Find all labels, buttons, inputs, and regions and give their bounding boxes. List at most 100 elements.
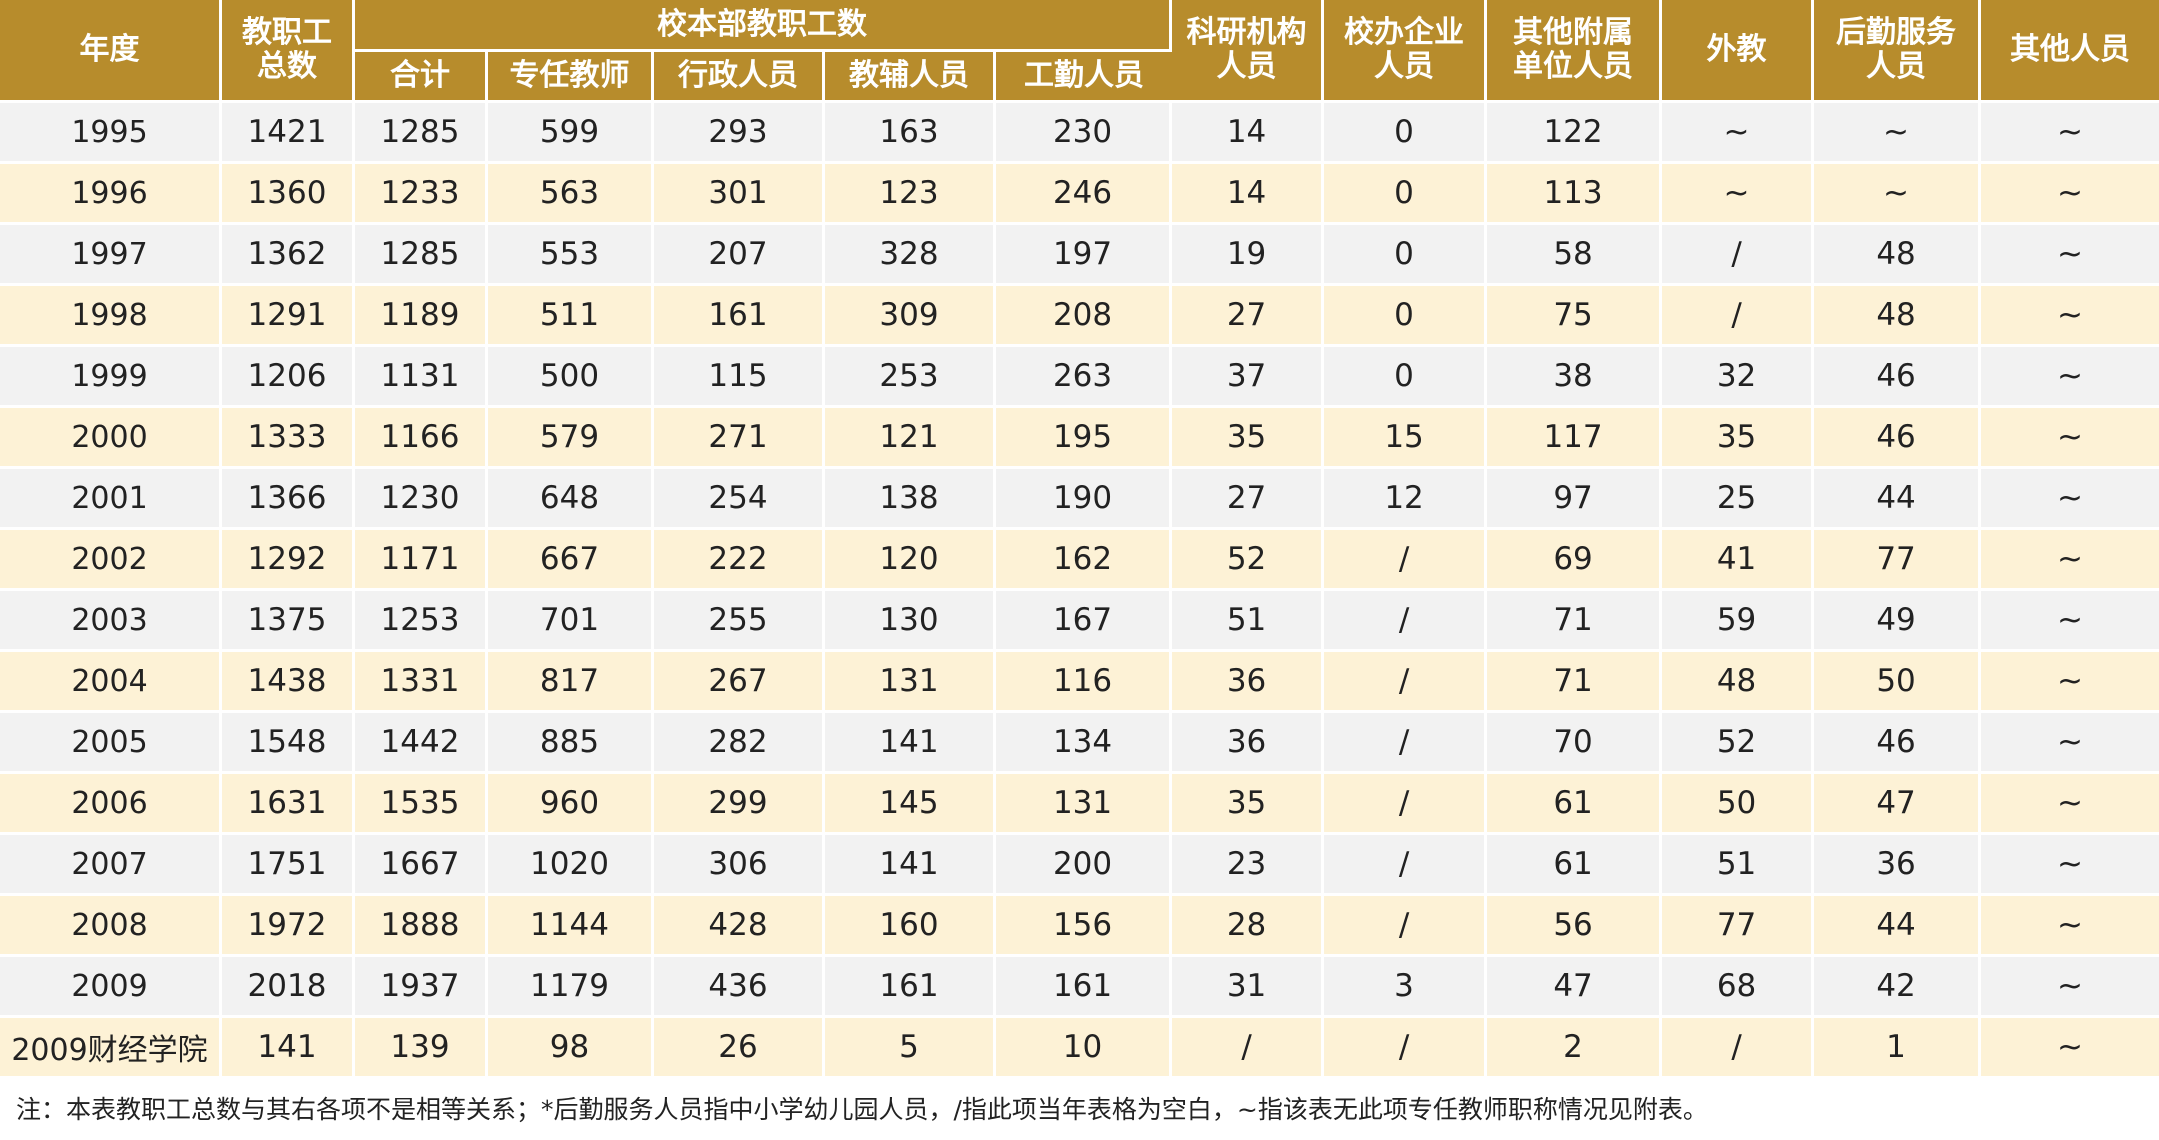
table-row: 2007 1751 1667 1020 306 141 200 23/61 51 36 ~ <box>0 835 2159 896</box>
table-row: 2005 1548 1442 885 282 141 134 36/70 52 46 ~ <box>0 713 2159 774</box>
cell-total-staff: 141 <box>222 1018 355 1079</box>
table-row: 2009财经学院 141 139 98 26 5 10//2/1 ~ <box>0 1018 2159 1079</box>
table-row: 2008 1972 1888 1144 428 160 156 28/56 77 44 ~ <box>0 896 2159 957</box>
cell-research-staff: / <box>1172 1018 1325 1079</box>
cell-logistics-staff: 46 <box>1814 347 1982 408</box>
cell-foreign-teachers: 41 <box>1662 530 1815 591</box>
cell-other-staff: ~ <box>1981 591 2159 652</box>
cell-subtotal: 1937 <box>355 957 488 1018</box>
cell-teaching-assistants: 5 <box>825 1018 996 1079</box>
cell-foreign-teachers: 50 <box>1662 774 1815 835</box>
cell-logistics-staff: 44 <box>1814 896 1982 957</box>
cell-research-staff: 37 <box>1172 347 1325 408</box>
cell-other-staff: ~ <box>1981 652 2159 713</box>
cell-total-staff: 1362 <box>222 225 355 286</box>
cell-administrative-staff: 254 <box>654 469 825 530</box>
cell-enterprise-staff: / <box>1324 835 1488 896</box>
cell-teaching-assistants: 160 <box>825 896 996 957</box>
cell-foreign-teachers: 68 <box>1662 957 1815 1018</box>
cell-other-staff: ~ <box>1981 530 2159 591</box>
cell-teaching-assistants: 138 <box>825 469 996 530</box>
cell-administrative-staff: 115 <box>654 347 825 408</box>
cell-foreign-teachers: 59 <box>1662 591 1815 652</box>
cell-teaching-assistants: 141 <box>825 713 996 774</box>
cell-workers: 162 <box>996 530 1173 591</box>
cell-affiliated-staff: 61 <box>1487 835 1663 896</box>
cell-year: 2008 <box>0 896 222 957</box>
cell-full-time-teachers: 98 <box>488 1018 654 1079</box>
cell-enterprise-staff: 0 <box>1324 164 1488 225</box>
cell-workers: 167 <box>996 591 1173 652</box>
table-row: 2002 1292 1171 667 222 120 162 52/69 41 77 ~ <box>0 530 2159 591</box>
cell-administrative-staff: 161 <box>654 286 825 347</box>
cell-enterprise-staff: 0 <box>1324 225 1488 286</box>
cell-administrative-staff: 282 <box>654 713 825 774</box>
cell-foreign-teachers: ~ <box>1662 103 1815 164</box>
cell-administrative-staff: 301 <box>654 164 825 225</box>
header-total-staff: 教职工 总数 <box>222 0 355 103</box>
cell-full-time-teachers: 1144 <box>488 896 654 957</box>
cell-workers: 10 <box>996 1018 1173 1079</box>
cell-foreign-teachers: 48 <box>1662 652 1815 713</box>
cell-research-staff: 52 <box>1172 530 1325 591</box>
cell-teaching-assistants: 161 <box>825 957 996 1018</box>
cell-year: 1996 <box>0 164 222 225</box>
cell-logistics-staff: 49 <box>1814 591 1982 652</box>
footnote: 注：本表教职工总数与其右各项不是相等关系；*后勤服务人员指中小学幼儿园人员，/指… <box>16 1095 1708 1124</box>
header-administrative-staff: 行政人员 <box>654 52 825 103</box>
cell-total-staff: 1751 <box>222 835 355 896</box>
cell-year: 2007 <box>0 835 222 896</box>
table-row: 1998 1291 1189 511 161 309 208 27 0 75/48 ~ <box>0 286 2159 347</box>
table-row: 1999 1206 1131 500 115 253 263 37 0 38 32 46 ~ <box>0 347 2159 408</box>
cell-research-staff: 31 <box>1172 957 1325 1018</box>
cell-foreign-teachers: 25 <box>1662 469 1815 530</box>
table-row: 2006 1631 1535 960 299 145 131 35/61 50 47 ~ <box>0 774 2159 835</box>
cell-affiliated-staff: 71 <box>1487 591 1663 652</box>
cell-other-staff: ~ <box>1981 164 2159 225</box>
cell-year: 2006 <box>0 774 222 835</box>
cell-enterprise-staff: 12 <box>1324 469 1488 530</box>
header-campus-staff-group: 校本部教职工数 <box>355 0 1173 52</box>
cell-administrative-staff: 293 <box>654 103 825 164</box>
cell-year: 2005 <box>0 713 222 774</box>
cell-administrative-staff: 26 <box>654 1018 825 1079</box>
cell-logistics-staff: 48 <box>1814 225 1982 286</box>
cell-full-time-teachers: 1179 <box>488 957 654 1018</box>
cell-year: 1995 <box>0 103 222 164</box>
cell-subtotal: 1535 <box>355 774 488 835</box>
cell-logistics-staff: 50 <box>1814 652 1982 713</box>
table-row: 2003 1375 1253 701 255 130 167 51/71 59 49 ~ <box>0 591 2159 652</box>
cell-logistics-staff: 46 <box>1814 408 1982 469</box>
table-body: 1995 1421 1285 599 293 163 230 14 0 122 ~ ~ ~1996 136… <box>0 103 2159 1079</box>
cell-administrative-staff: 428 <box>654 896 825 957</box>
cell-teaching-assistants: 309 <box>825 286 996 347</box>
cell-affiliated-staff: 117 <box>1487 408 1663 469</box>
cell-subtotal: 1233 <box>355 164 488 225</box>
cell-foreign-teachers: 51 <box>1662 835 1815 896</box>
cell-affiliated-staff: 70 <box>1487 713 1663 774</box>
cell-total-staff: 1292 <box>222 530 355 591</box>
cell-teaching-assistants: 123 <box>825 164 996 225</box>
cell-year: 2009 <box>0 957 222 1018</box>
header-teaching-assistants: 教辅人员 <box>825 52 996 103</box>
table-row: 2001 1366 1230 648 254 138 190 27 12 97 25 44 ~ <box>0 469 2159 530</box>
cell-logistics-staff: 47 <box>1814 774 1982 835</box>
cell-enterprise-staff: / <box>1324 530 1488 591</box>
cell-teaching-assistants: 145 <box>825 774 996 835</box>
staff-statistics-table-wrapper: 年度 教职工 总数 校本部教职工数 科研机构 人员 校办企业 人员 其他附属 单位人员 … <box>0 0 2159 1079</box>
cell-subtotal: 1285 <box>355 103 488 164</box>
cell-full-time-teachers: 817 <box>488 652 654 713</box>
cell-administrative-staff: 271 <box>654 408 825 469</box>
cell-foreign-teachers: ~ <box>1662 164 1815 225</box>
cell-logistics-staff: 48 <box>1814 286 1982 347</box>
cell-research-staff: 19 <box>1172 225 1325 286</box>
cell-affiliated-staff: 71 <box>1487 652 1663 713</box>
cell-other-staff: ~ <box>1981 774 2159 835</box>
cell-teaching-assistants: 328 <box>825 225 996 286</box>
cell-workers: 200 <box>996 835 1173 896</box>
cell-year: 1998 <box>0 286 222 347</box>
cell-foreign-teachers: / <box>1662 1018 1815 1079</box>
cell-total-staff: 2018 <box>222 957 355 1018</box>
cell-affiliated-staff: 113 <box>1487 164 1663 225</box>
cell-full-time-teachers: 553 <box>488 225 654 286</box>
